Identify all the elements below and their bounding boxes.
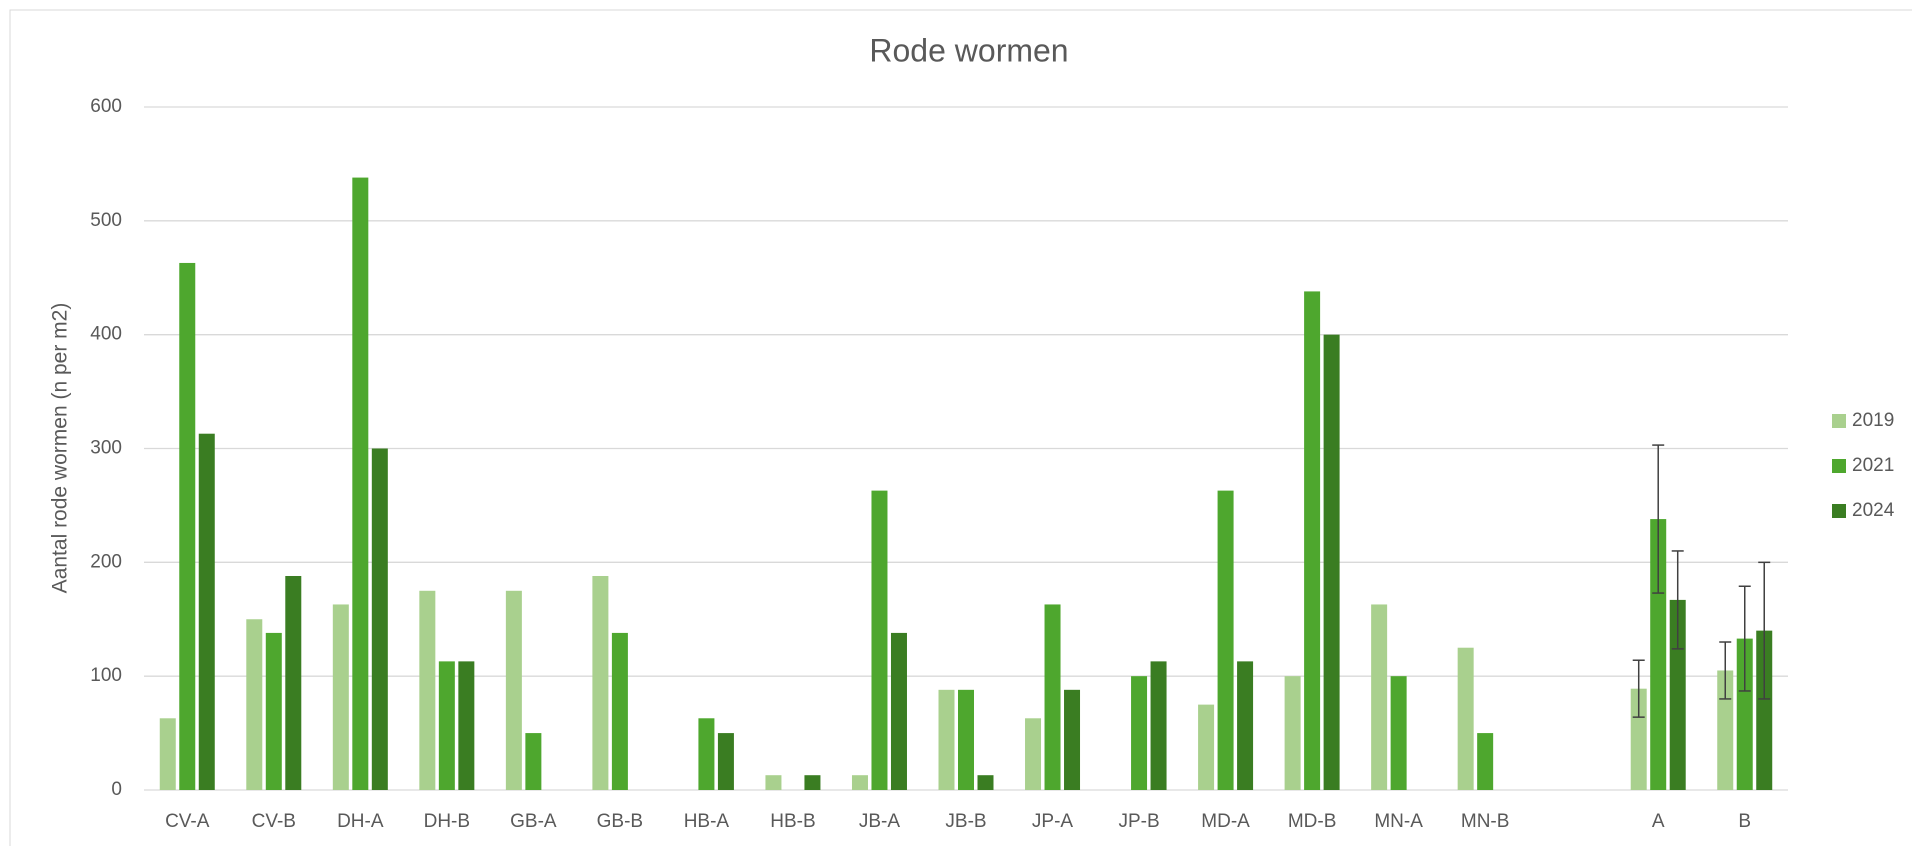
- x-tick-label: GB-A: [510, 811, 557, 832]
- bar: [1477, 733, 1494, 790]
- bar: [1736, 638, 1753, 790]
- bar: [871, 490, 888, 790]
- error-bar: [1738, 585, 1751, 692]
- bar: [1217, 490, 1234, 790]
- bar: [804, 775, 821, 790]
- bar: [717, 733, 734, 790]
- bar: [159, 718, 176, 790]
- error-bar: [1632, 659, 1645, 718]
- bar: [851, 775, 868, 790]
- error-bar: [1652, 444, 1665, 594]
- x-tick-label: HB-B: [770, 811, 815, 832]
- bar: [1630, 688, 1647, 790]
- bar: [1669, 599, 1686, 790]
- bar: [198, 433, 215, 790]
- legend-label: 2024: [1852, 500, 1895, 521]
- bar: [1717, 670, 1734, 790]
- bar: [352, 177, 369, 790]
- bar: [765, 775, 782, 790]
- x-tick-label: JB-B: [945, 811, 986, 832]
- chart-title: Rode wormen: [869, 32, 1068, 68]
- bar: [1323, 334, 1340, 790]
- legend-swatch: [1832, 504, 1846, 518]
- legend-label: 2021: [1852, 455, 1894, 476]
- y-tick-label: 0: [111, 779, 122, 800]
- y-tick-label: 500: [90, 210, 122, 231]
- bar: [611, 632, 628, 790]
- bar: [179, 262, 196, 790]
- bar: [958, 689, 974, 790]
- y-tick-label: 400: [90, 324, 122, 345]
- bar: [1198, 704, 1215, 790]
- error-bar: [1758, 561, 1771, 700]
- x-tick-label: JB-A: [859, 811, 901, 832]
- error-bar: [1719, 641, 1732, 700]
- bar: [1390, 676, 1407, 790]
- bar: [505, 590, 522, 790]
- y-axis-label: Aantal rode wormen (n per m2): [49, 303, 72, 594]
- x-tick-label: CV-B: [252, 811, 296, 832]
- x-tick-label: JP-B: [1118, 811, 1159, 832]
- error-bar: [1671, 550, 1684, 650]
- bar: [1650, 519, 1667, 790]
- bar: [265, 632, 282, 790]
- bar: [592, 575, 609, 790]
- x-tick-label: MD-A: [1201, 811, 1250, 832]
- y-tick-label: 600: [90, 96, 122, 117]
- legend-label: 2019: [1852, 410, 1894, 431]
- legend-swatch: [1832, 414, 1846, 428]
- bar: [458, 661, 475, 790]
- x-tick-label: GB-B: [597, 811, 643, 832]
- bar: [438, 661, 455, 790]
- x-tick-label: A: [1652, 811, 1665, 832]
- x-tick-label: MN-B: [1461, 811, 1510, 832]
- bar: [1237, 661, 1254, 790]
- bar: [698, 718, 715, 790]
- y-tick-label: 100: [90, 665, 122, 686]
- bar: [1284, 676, 1301, 790]
- legend-swatch: [1832, 459, 1846, 473]
- bar: [1371, 604, 1388, 790]
- bar: [285, 575, 302, 790]
- x-tick-label: MD-B: [1288, 811, 1337, 832]
- bar: [1150, 661, 1167, 790]
- bar: [1064, 689, 1081, 790]
- bar: [977, 775, 994, 790]
- bar: [890, 632, 907, 790]
- x-tick-label: B: [1738, 811, 1751, 832]
- x-tick-label: DH-B: [424, 811, 470, 832]
- x-tick-label: JP-A: [1032, 811, 1074, 832]
- bar: [1131, 676, 1148, 790]
- bar: [419, 590, 436, 790]
- bar: [332, 604, 349, 790]
- x-tick-label: DH-A: [337, 811, 384, 832]
- bar: [525, 733, 542, 790]
- x-tick-label: MN-A: [1374, 811, 1423, 832]
- bar: [1756, 630, 1773, 790]
- x-tick-label: HB-A: [684, 811, 730, 832]
- bar: [1044, 604, 1061, 790]
- bar: [938, 689, 955, 790]
- bar: [246, 619, 263, 790]
- x-tick-label: CV-A: [165, 811, 210, 832]
- y-tick-label: 200: [90, 551, 122, 572]
- bar: [1304, 291, 1321, 790]
- bar: [371, 448, 388, 790]
- bar: [1025, 718, 1042, 790]
- y-tick-label: 300: [90, 438, 122, 459]
- bar: [1457, 647, 1474, 790]
